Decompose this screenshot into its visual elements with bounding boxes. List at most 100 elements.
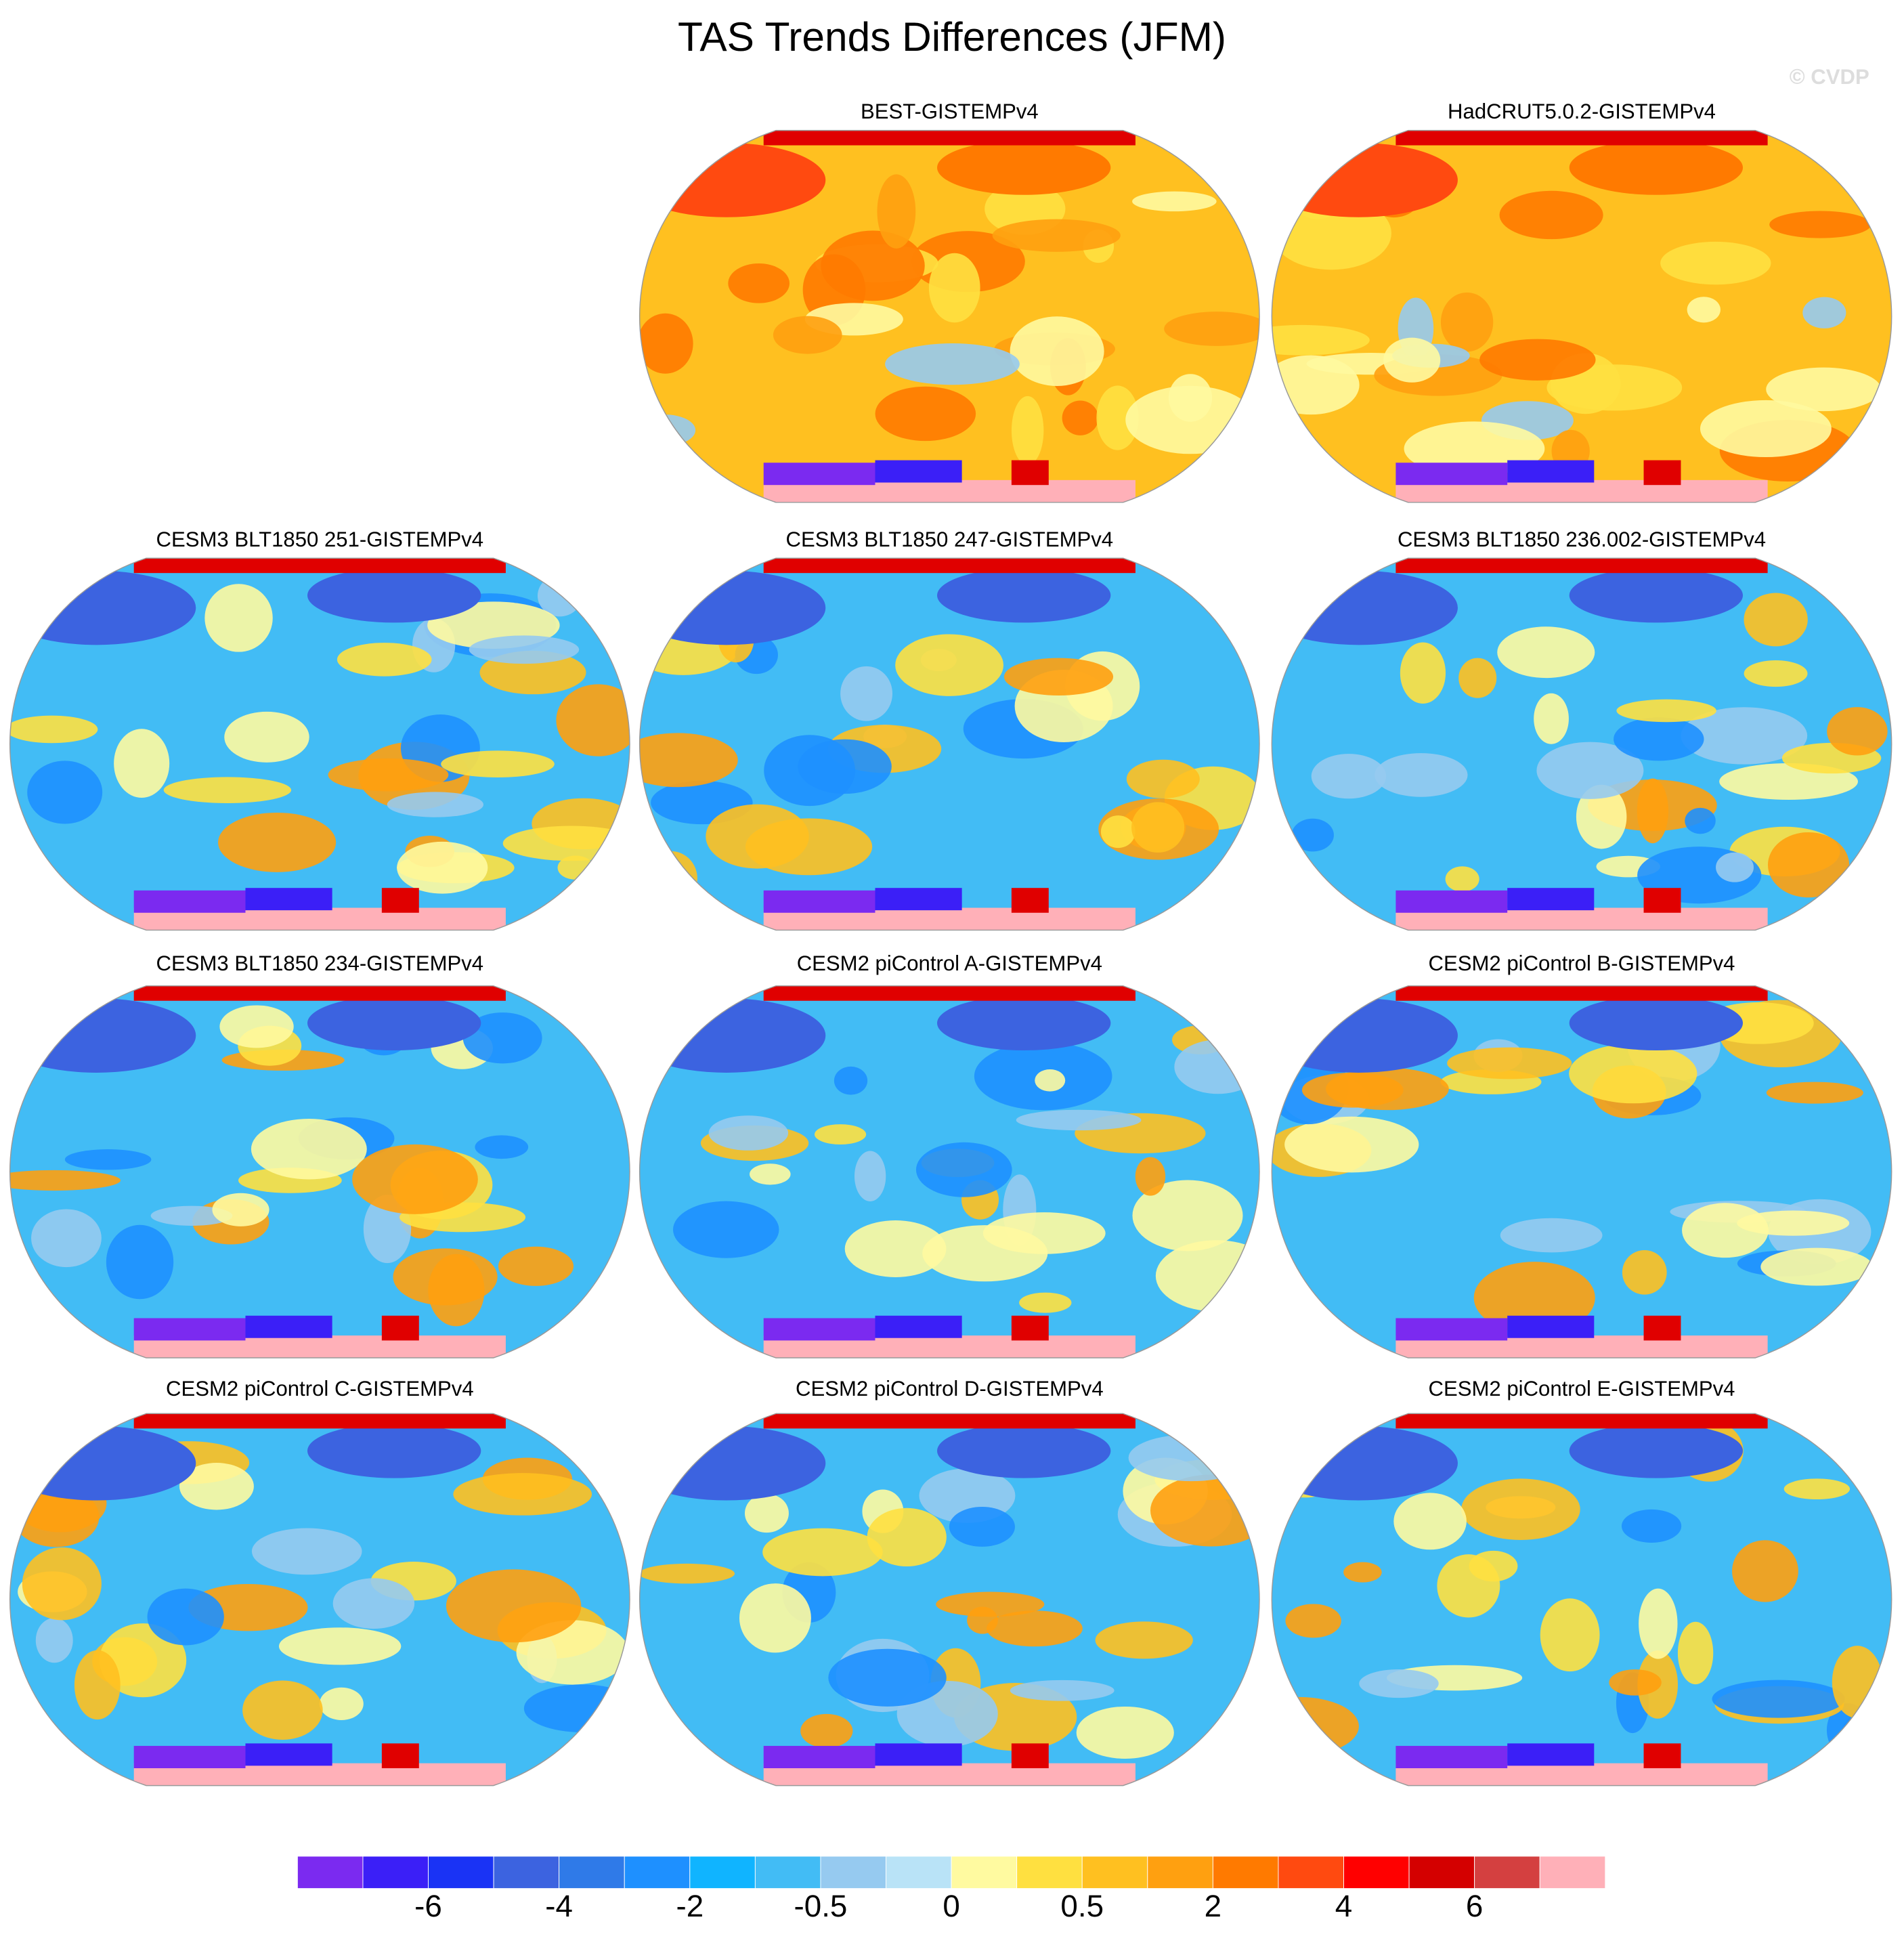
map-blob xyxy=(332,1578,415,1629)
colorbar-box xyxy=(1212,1856,1279,1889)
map-blob xyxy=(163,777,292,803)
map-blob xyxy=(1497,626,1595,679)
map-blob xyxy=(875,386,976,442)
map-blob xyxy=(9,570,196,645)
south-patch xyxy=(875,1315,962,1338)
map-blob xyxy=(1019,1292,1072,1313)
map-blob xyxy=(1076,1706,1174,1759)
south-patch xyxy=(763,1746,875,1768)
map-blob xyxy=(219,1005,294,1048)
map-blob xyxy=(1660,241,1771,285)
colorbar-box xyxy=(1147,1856,1213,1889)
south-patch xyxy=(1507,1743,1595,1766)
panel-title: CESM2 piControl A-GISTEMPv4 xyxy=(797,951,1102,975)
map-blob xyxy=(1003,658,1114,696)
colorbar-box xyxy=(1343,1856,1410,1889)
map-panel xyxy=(9,1413,630,1786)
map-blob xyxy=(1096,385,1139,450)
map-blob xyxy=(1576,784,1627,849)
map-blob xyxy=(1760,1247,1873,1286)
map-blob xyxy=(1569,1424,1744,1478)
colorbar-box xyxy=(1016,1856,1083,1889)
colorbar-box xyxy=(1474,1856,1540,1889)
north-band xyxy=(133,1413,506,1429)
map-panel xyxy=(1272,985,1892,1358)
south-patch xyxy=(1011,460,1049,486)
map-blob xyxy=(469,635,580,664)
map-blob xyxy=(1469,1550,1518,1582)
map-blob xyxy=(462,1012,542,1064)
north-band xyxy=(763,1413,1135,1429)
north-band xyxy=(763,985,1135,1001)
map-blob xyxy=(937,568,1111,623)
map-blob xyxy=(1272,324,1370,356)
map-panel xyxy=(9,558,630,930)
map-blob xyxy=(1164,312,1260,346)
watermark: © CVDP xyxy=(1790,65,1869,89)
panel-title: CESM3 BLT1850 236.002-GISTEMPv4 xyxy=(1398,528,1766,551)
map-blob xyxy=(986,1610,1083,1647)
south-patch xyxy=(1643,888,1681,913)
south-patch xyxy=(245,1743,332,1766)
map-blob xyxy=(64,1149,152,1170)
colorbar-box xyxy=(1539,1856,1606,1889)
map-blob xyxy=(9,1426,196,1501)
south-patch xyxy=(1507,1315,1595,1338)
map-blob xyxy=(1609,1669,1662,1696)
north-band xyxy=(763,130,1135,146)
map-blob xyxy=(1461,1478,1580,1541)
map-blob xyxy=(750,1163,791,1185)
map-blob xyxy=(9,715,98,744)
map-blob xyxy=(1716,852,1754,882)
map-blob xyxy=(1010,1679,1115,1701)
colorbar-label: -4 xyxy=(545,1889,573,1923)
map-blob xyxy=(639,414,696,446)
colorbar-box xyxy=(559,1856,625,1889)
map-outline xyxy=(639,557,1260,931)
south-patch xyxy=(763,890,875,913)
map-blob xyxy=(1732,1540,1798,1602)
colorbar-label: -2 xyxy=(676,1889,704,1923)
north-band xyxy=(1395,558,1768,574)
colorbar-label: 2 xyxy=(1205,1889,1221,1923)
map-blob xyxy=(915,1142,1012,1197)
panel-title: CESM2 piControl B-GISTEMPv4 xyxy=(1429,951,1735,975)
map-blob xyxy=(1767,832,1850,898)
map-blob xyxy=(387,792,484,817)
map-blob xyxy=(1687,297,1721,323)
map-blob xyxy=(1681,707,1808,765)
map-blob xyxy=(1126,759,1200,798)
map-blob xyxy=(307,996,481,1051)
south-patch xyxy=(875,460,962,483)
map-blob xyxy=(1685,807,1716,834)
map-blob xyxy=(1769,211,1871,238)
map-blob xyxy=(1285,1604,1341,1638)
colorbar-box xyxy=(886,1856,952,1889)
panel-title: CESM3 BLT1850 234-GISTEMPv4 xyxy=(156,951,484,975)
map-blob xyxy=(844,1220,947,1277)
map-blob xyxy=(1011,395,1044,465)
south-patch xyxy=(1643,1315,1681,1341)
map-blob xyxy=(1132,191,1217,212)
colorbar-box xyxy=(493,1856,560,1889)
map-blob xyxy=(639,733,738,788)
panel-title: CESM3 BLT1850 247-GISTEMPv4 xyxy=(786,528,1114,551)
south-patch xyxy=(875,1743,962,1766)
map-blob xyxy=(1155,1240,1260,1312)
colorbar-label: -0.5 xyxy=(794,1889,848,1923)
colorbar-label: 0 xyxy=(943,1889,959,1923)
map-blob xyxy=(204,584,273,652)
south-patch xyxy=(1011,1315,1049,1341)
map-blob xyxy=(1569,568,1744,623)
map-blob xyxy=(1062,400,1099,435)
south-patch xyxy=(245,888,332,911)
map-blob xyxy=(1016,1109,1142,1131)
north-band xyxy=(1395,1413,1768,1429)
map-blob xyxy=(1534,693,1569,744)
map-blob xyxy=(1827,707,1888,756)
south-patch xyxy=(1011,1743,1049,1768)
map-blob xyxy=(1132,1180,1243,1251)
map-blob xyxy=(9,998,196,1073)
map-blob xyxy=(1100,815,1135,849)
